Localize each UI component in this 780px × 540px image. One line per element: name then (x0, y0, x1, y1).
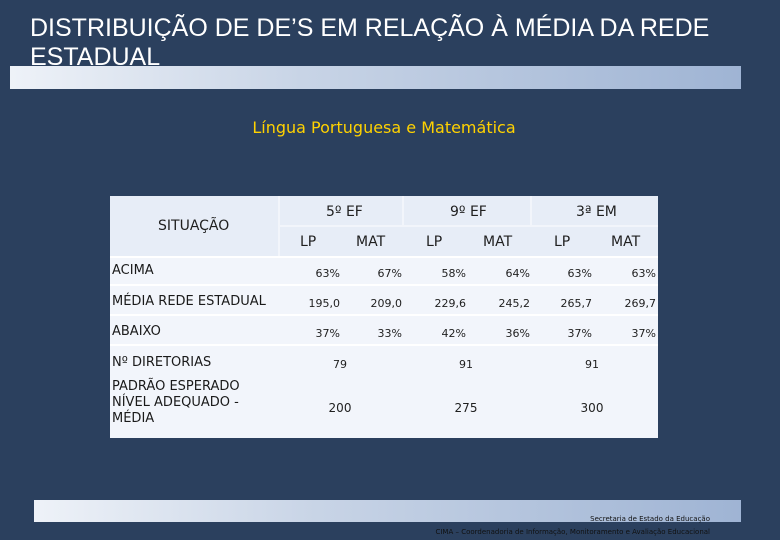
header-situacao: SITUAÇÃO (158, 218, 230, 234)
row-divider (110, 256, 658, 258)
title-decor-bar (10, 66, 741, 89)
table-cell: 79 (333, 358, 347, 371)
table-cell: 37% (631, 327, 656, 340)
row-divider (110, 314, 658, 316)
table-cell: 37% (567, 327, 592, 340)
table-cell: 67% (377, 267, 402, 280)
table-cell: 269,7 (624, 297, 657, 310)
table-cell: 195,0 (308, 297, 341, 310)
row-divider (110, 344, 658, 346)
subheader-mat: MAT (611, 234, 641, 250)
header-group-5ef: 5º EF (280, 196, 402, 225)
row-label-abaixo: ABAIXO (112, 324, 161, 339)
row-label-diretorias: Nº DIRETORIAS (112, 355, 212, 370)
footer-secretaria: Secretaria de Estado da Educação (590, 515, 710, 523)
page-title: DISTRIBUIÇÃO DE DE’S EM RELAÇÃO À MÉDIA … (30, 14, 710, 71)
table-cell: 91 (459, 358, 473, 371)
header-situacao-cell: SITUAÇÃO (110, 196, 278, 256)
table-cell: 275 (454, 401, 478, 415)
table-cell: 37% (315, 327, 340, 340)
table-cell: 42% (441, 327, 466, 340)
table-cell: 229,6 (434, 297, 467, 310)
footer-decor-bar (34, 500, 741, 522)
subheader-mat: MAT (356, 234, 386, 250)
subheader-lp: LP (554, 234, 571, 250)
table-cell: 91 (585, 358, 599, 371)
table-cell: 63% (567, 267, 592, 280)
table-cell: 33% (377, 327, 402, 340)
header-subrow: LP MAT LP MAT LP MAT (280, 227, 658, 256)
table-cell: 63% (315, 267, 340, 280)
subheader-lp: LP (300, 234, 317, 250)
header-group-9ef: 9º EF (404, 196, 530, 225)
table-cell: 200 (328, 401, 352, 415)
row-label-acima: ACIMA (112, 263, 154, 278)
data-table: SITUAÇÃO 5º EF 9º EF 3ª EM LP MAT LP MAT… (110, 196, 658, 438)
table-cell: 300 (580, 401, 604, 415)
table-cell: 58% (441, 267, 466, 280)
subheader-mat: MAT (483, 234, 513, 250)
subtitle: Língua Portuguesa e Matemática (252, 118, 516, 137)
subheader-lp: LP (426, 234, 443, 250)
row-label-padrao-esperado: PADRÃO ESPERADO NÍVEL ADEQUADO - MÉDIA (112, 379, 240, 426)
table-cell: 209,0 (370, 297, 403, 310)
table-cell: 36% (505, 327, 530, 340)
table-cell: 64% (505, 267, 530, 280)
row-divider (110, 284, 658, 286)
footer-cima: CIMA – Coordenadoria de Informação, Moni… (435, 528, 710, 536)
header-group-5ef-label: 5º EF (326, 204, 363, 220)
table-cell: 265,7 (560, 297, 593, 310)
table-cell: 245,2 (498, 297, 531, 310)
header-group-9ef-label: 9º EF (450, 204, 487, 220)
row-label-media-rede: MÉDIA REDE ESTADUAL (112, 294, 266, 309)
table-cell: 63% (631, 267, 656, 280)
header-group-3em: 3ª EM (532, 196, 658, 225)
header-group-3em-label: 3ª EM (576, 204, 617, 220)
